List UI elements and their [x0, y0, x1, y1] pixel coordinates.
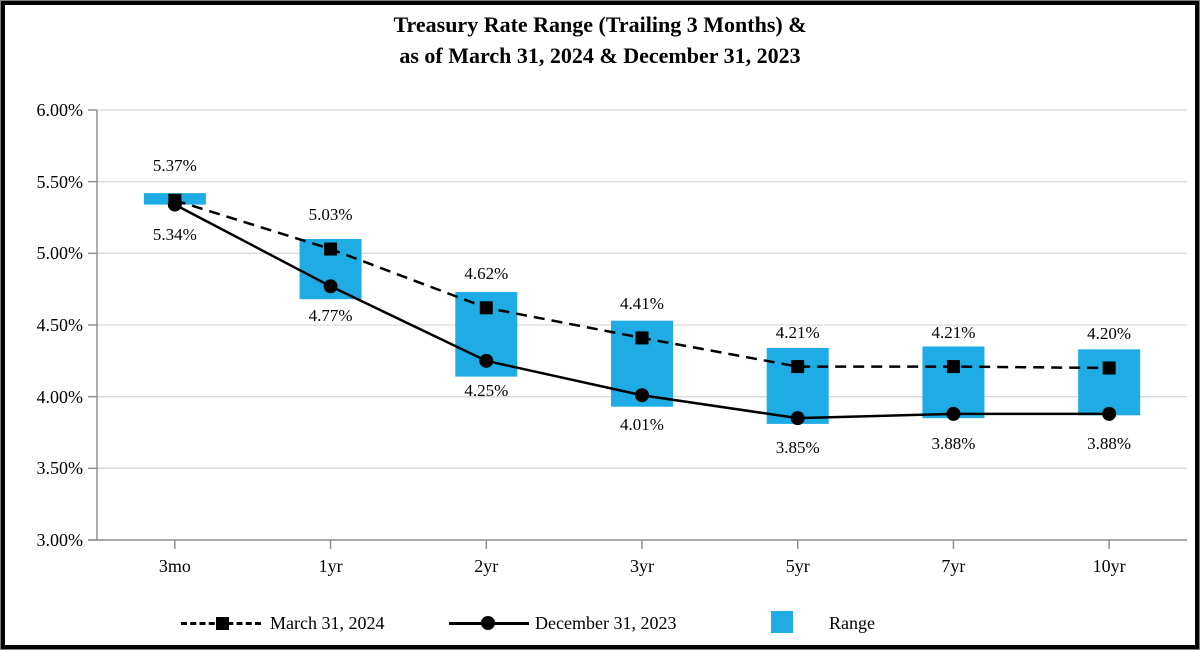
data-label-mar-5yr: 4.21%	[775, 322, 820, 342]
legend-circle-marker-icon	[481, 616, 495, 630]
marker-square-mar-3yr	[635, 331, 649, 345]
x-tick-label-2yr: 2yr	[474, 556, 499, 576]
y-tick-label-5.50%: 5.50%	[36, 171, 84, 192]
data-label-dec-3yr: 4.01%	[620, 415, 664, 435]
data-label-dec-10yr: 3.88%	[1087, 433, 1132, 453]
legend-label-range: Range	[829, 613, 875, 633]
marker-circle-dec-5yr	[790, 411, 805, 426]
marker-square-mar-3mo	[168, 193, 182, 207]
legend-range-swatch-icon	[771, 611, 793, 633]
marker-square-mar-1yr	[324, 242, 338, 256]
data-label-dec-3mo: 5.34%	[152, 224, 197, 244]
x-tick-label-7yr: 7yr	[941, 556, 966, 576]
x-tick-label-3yr: 3yr	[630, 556, 654, 576]
legend-label-march-31-2024: March 31, 2024	[270, 613, 385, 633]
marker-circle-dec-2yr	[479, 353, 494, 368]
data-label-mar-1yr: 5.03%	[308, 205, 353, 225]
data-label-dec-5yr: 3.85%	[775, 438, 820, 458]
x-tick-label-10yr: 10yr	[1092, 556, 1126, 576]
marker-square-mar-2yr	[479, 301, 493, 315]
data-label-dec-7yr: 3.88%	[931, 433, 976, 453]
x-tick-label-5yr: 5yr	[785, 556, 810, 576]
marker-circle-dec-3yr	[635, 388, 649, 403]
y-tick-label-4.50%: 4.50%	[36, 315, 84, 335]
marker-square-mar-10yr	[1102, 361, 1116, 375]
x-tick-label-3mo: 3mo	[158, 556, 191, 576]
marker-circle-dec-1yr	[323, 279, 338, 294]
y-tick-label-3.50%: 3.50%	[36, 458, 84, 479]
data-label-mar-2yr: 4.62%	[464, 263, 509, 283]
data-label-mar-7yr: 4.21%	[931, 322, 976, 342]
legend-square-marker-icon	[216, 617, 229, 630]
y-tick-label-6.00%: 6.00%	[36, 100, 84, 120]
marker-circle-dec-7yr	[946, 406, 961, 421]
x-tick-label-1yr: 1yr	[318, 556, 343, 576]
marker-square-mar-5yr	[791, 360, 805, 374]
marker-circle-dec-10yr	[1102, 406, 1117, 421]
chart-title-line1: Treasury Rate Range (Trailing 3 Months) …	[393, 12, 807, 37]
marker-square-mar-7yr	[946, 360, 960, 374]
range-bar-10yr	[1078, 349, 1141, 416]
legend-label-december-31-2023: December 31, 2023	[535, 613, 677, 633]
y-tick-label-3.00%: 3.00%	[36, 530, 84, 550]
chart-title-line2: as of March 31, 2024 & December 31, 2023	[399, 43, 801, 68]
chart-title: Treasury Rate Range (Trailing 3 Months) …	[0, 9, 1200, 71]
y-tick-label-5.00%: 5.00%	[36, 243, 84, 264]
data-label-mar-3mo: 5.37%	[152, 156, 197, 176]
data-label-dec-2yr: 4.25%	[464, 380, 509, 400]
data-label-dec-1yr: 4.77%	[308, 306, 353, 326]
data-label-mar-10yr: 4.20%	[1087, 324, 1132, 343]
y-tick-label-4.00%: 4.00%	[36, 386, 84, 407]
range-bar-7yr	[922, 346, 985, 419]
data-label-mar-3yr: 4.41%	[620, 293, 664, 313]
